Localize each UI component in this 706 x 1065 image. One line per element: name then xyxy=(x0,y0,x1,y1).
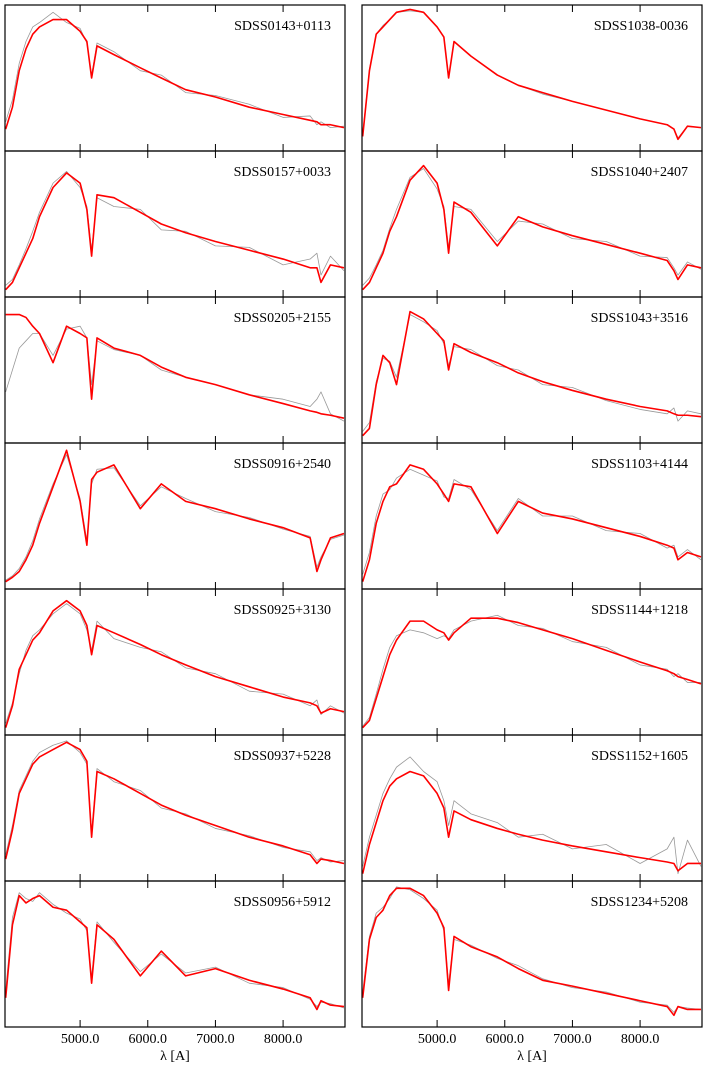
panel-title: SDSS0937+5228 xyxy=(234,749,331,764)
spectrum-line xyxy=(4,894,345,1011)
spectrum-line xyxy=(4,599,345,728)
spectrum-line xyxy=(362,468,702,575)
x-tick-label: 6000.0 xyxy=(129,1032,168,1047)
spectrum-line xyxy=(362,310,702,437)
panel-title: SDSS0205+2155 xyxy=(234,311,331,326)
x-axis-label: λ [A] xyxy=(517,1049,547,1064)
x-tick-label: 6000.0 xyxy=(486,1032,525,1047)
x-tick-label: 8000.0 xyxy=(621,1032,660,1047)
x-tick-label: 8000.0 xyxy=(264,1032,303,1047)
panel-title: SDSS1040+2407 xyxy=(591,165,688,180)
panel-title: SDSS0916+2540 xyxy=(234,457,331,472)
spectrum-line xyxy=(5,325,345,422)
spectrum-line xyxy=(361,887,701,1017)
spectrum-line xyxy=(362,168,702,286)
x-tick-label: 5000.0 xyxy=(418,1032,457,1047)
spectrum-line xyxy=(5,603,345,724)
panel-title: SDSS1152+1605 xyxy=(591,749,688,764)
panel-title: SDSS0925+3130 xyxy=(234,603,331,618)
spectrum-line xyxy=(361,464,702,582)
panel-title: SDSS0143+0113 xyxy=(234,19,331,34)
panel-title: SDSS1038-0036 xyxy=(594,19,688,34)
panel-frame xyxy=(361,880,703,1028)
spectrum-line xyxy=(362,164,702,291)
spectrum-line xyxy=(362,614,701,727)
panel-title: SDSS1103+4144 xyxy=(591,457,688,472)
x-axis-label: λ [A] xyxy=(160,1049,190,1064)
spectrum-line xyxy=(5,454,345,581)
panel-title: SDSS1234+5208 xyxy=(591,895,688,910)
spectrum-line xyxy=(4,741,345,865)
panel-title: SDSS1043+3516 xyxy=(591,311,688,326)
spectrum-line xyxy=(4,18,345,130)
x-tick-label: 7000.0 xyxy=(196,1032,235,1047)
panel-title: SDSS0956+5912 xyxy=(234,895,331,910)
panel-title: SDSS1144+1218 xyxy=(591,603,688,618)
spectrum-line xyxy=(362,756,702,875)
spectrum-line xyxy=(361,8,702,141)
spectrum-line xyxy=(362,617,702,729)
x-tick-label: 7000.0 xyxy=(553,1032,592,1047)
spectrum-line xyxy=(5,313,345,419)
panel-frame xyxy=(4,880,346,1028)
spectrum-line xyxy=(5,171,345,286)
spectrum-line xyxy=(5,11,345,129)
spectrum-line xyxy=(5,172,345,291)
panel-title: SDSS0157+0033 xyxy=(234,165,331,180)
spectrum-line xyxy=(5,449,345,583)
spectrum-line xyxy=(361,770,701,874)
spectrum-line xyxy=(362,314,702,432)
x-tick-label: 5000.0 xyxy=(61,1032,100,1047)
